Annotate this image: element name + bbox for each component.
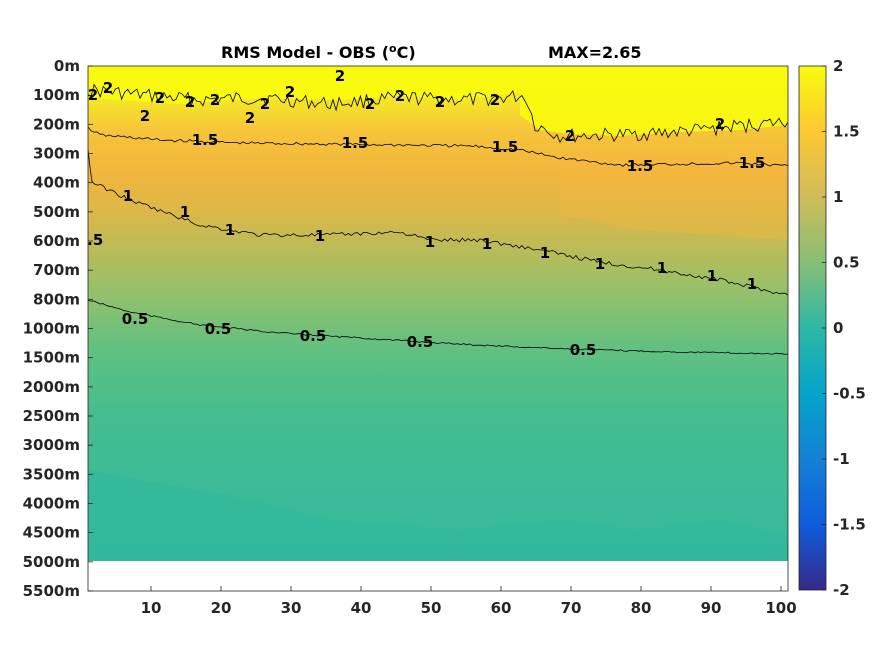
- contour-label: 1: [747, 275, 757, 293]
- contour-label: 2: [185, 93, 195, 111]
- y-tick-label: 2500m: [23, 407, 80, 425]
- colorbar-tick-label: 1: [833, 188, 843, 206]
- contour-lines: [88, 83, 788, 355]
- heatmap-field: [88, 66, 788, 561]
- x-tick-label: 40: [351, 599, 372, 617]
- contour-label: 1: [315, 227, 325, 245]
- contour-label: 2: [155, 89, 165, 107]
- x-tick-label: 60: [491, 599, 512, 617]
- contour-line-1_5: [88, 126, 788, 167]
- contour-label: 1.5: [492, 138, 519, 156]
- colorbar-tick-label: 0: [833, 319, 843, 337]
- contour-label: 2: [435, 93, 445, 111]
- y-tick-label: 0m: [54, 57, 80, 75]
- x-tick-label: 70: [561, 599, 582, 617]
- colorbar-tick-label: 1.5: [833, 123, 860, 141]
- contour-label: 2: [210, 91, 220, 109]
- x-tick-label: 80: [631, 599, 652, 617]
- y-tick-label: 3500m: [23, 465, 80, 483]
- contour-label: 0.5: [570, 341, 597, 359]
- y-tick-label: 4000m: [23, 495, 80, 513]
- y-tick-label: 800m: [33, 290, 80, 308]
- contour-label: 1.5: [192, 131, 219, 149]
- colorbar-tick-label: -1.5: [833, 516, 866, 534]
- contour-label: 1.5: [627, 157, 654, 175]
- y-tick-label: 4500m: [23, 524, 80, 542]
- contour-label: 1.5: [739, 154, 766, 172]
- contour-label: 1: [482, 235, 492, 253]
- contour-label: 0.5: [300, 327, 327, 345]
- y-tick-label: 5500m: [23, 582, 80, 600]
- warm-band-right: [560, 150, 788, 240]
- x-tick-label: 10: [141, 599, 162, 617]
- contour-label: 2: [365, 95, 375, 113]
- surface-left-patch: [88, 66, 520, 104]
- chart-title: RMS Model - OBS (oC): [221, 42, 416, 62]
- y-tick-label: 1000m: [23, 320, 80, 338]
- colorbar-tick-label: -0.5: [833, 385, 866, 403]
- x-tick-label: 20: [211, 599, 232, 617]
- contour-label: 2: [88, 86, 98, 104]
- y-tick-label: 700m: [33, 261, 80, 279]
- contour-label: 2: [245, 109, 255, 127]
- x-tick-label: 50: [421, 599, 442, 617]
- y-tick-label: 100m: [33, 86, 80, 104]
- contour-label: 1: [225, 221, 235, 239]
- contour-label: 1: [180, 203, 190, 221]
- colorbar-gradient: [798, 65, 827, 591]
- contour-label: 2: [715, 115, 725, 133]
- colorbar: 2 1.5 1 0.5 0 -0.5 -1 -1.5 -2: [798, 57, 866, 599]
- y-tick-label: 200m: [33, 115, 80, 133]
- y-tick-label: 5000m: [23, 553, 80, 571]
- x-tick-label: 90: [701, 599, 722, 617]
- colorbar-ticks: 2 1.5 1 0.5 0 -0.5 -1 -1.5 -2: [822, 57, 866, 599]
- colorbar-tick-label: -2: [833, 581, 850, 599]
- contour-label: 1: [425, 233, 435, 251]
- y-tick-label: 400m: [33, 174, 80, 192]
- contour-label: 2: [335, 67, 345, 85]
- contour-label: 1: [123, 187, 133, 205]
- colorbar-tick-label: 2: [833, 57, 843, 75]
- x-axis: 10 20 30 40 50 60 70 80 90 100: [141, 586, 797, 617]
- contour-line-1: [88, 149, 788, 296]
- contour-label: 0.5: [205, 320, 232, 338]
- x-tick-label: 100: [765, 599, 796, 617]
- contour-line-0_5: [88, 299, 788, 355]
- y-tick-label: 2000m: [23, 378, 80, 396]
- contour-line-2: [88, 83, 788, 144]
- colorbar-tick-label: -1: [833, 450, 850, 468]
- y-tick-label: 500m: [33, 203, 80, 221]
- contour-label: 0.5: [407, 333, 434, 351]
- y-axis: 0m 100m 200m 300m 400m 500m 600m 700m 800m 1000m 1…: [23, 57, 93, 600]
- x-tick-label: 30: [281, 599, 302, 617]
- contour-label: 1.5: [342, 134, 369, 152]
- max-annotation: MAX=2.65: [548, 43, 642, 62]
- contour-label: 2: [565, 127, 575, 145]
- y-tick-label: 300m: [33, 145, 80, 163]
- contour-label: 1: [540, 244, 550, 262]
- contour-label: 0.5: [77, 231, 104, 249]
- contour-label: 2: [140, 107, 150, 125]
- contour-label: 2: [260, 95, 270, 113]
- surface-max-patch: [520, 66, 788, 136]
- deep-teal-patch: [88, 470, 788, 561]
- contour-label: 1: [657, 259, 667, 277]
- y-tick-label: 3000m: [23, 436, 80, 454]
- contour-label: 2: [395, 87, 405, 105]
- contour-label: 2: [285, 83, 295, 101]
- colorbar-tick-label: 0.5: [833, 254, 860, 272]
- y-tick-label: 600m: [33, 232, 80, 250]
- y-tick-label: 1500m: [23, 349, 80, 367]
- contour-label: 1: [595, 255, 605, 273]
- contour-label: 2: [103, 79, 113, 97]
- contour-label: 1: [707, 267, 717, 285]
- contour-label: 2: [490, 91, 500, 109]
- contour-label: 0.5: [122, 310, 149, 328]
